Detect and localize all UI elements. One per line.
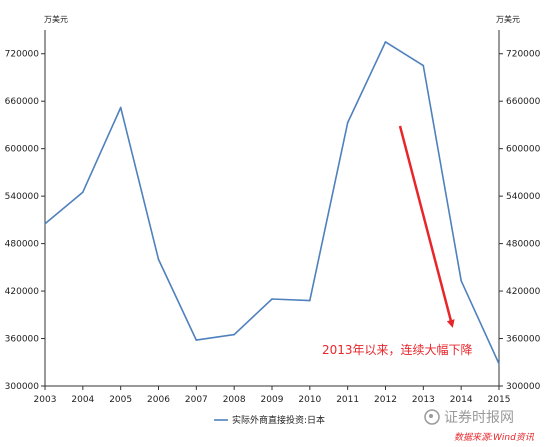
y-tick-label-right: 300000 — [506, 382, 541, 392]
data-point — [119, 106, 122, 109]
x-tick-label: 2010 — [298, 395, 321, 405]
x-tick-label: 2005 — [109, 395, 132, 405]
watermark-logo: 证券时报网 — [424, 409, 514, 426]
y-tick-label-right: 420000 — [506, 287, 541, 297]
y-tick-label-left: 480000 — [5, 240, 40, 250]
x-tick-label: 2014 — [450, 395, 473, 405]
y-tick-label-right: 540000 — [506, 192, 541, 202]
legend-label: 实际外商直接投资:日本 — [232, 414, 325, 426]
x-tick-label: 2013 — [412, 395, 435, 405]
data-point — [498, 363, 500, 365]
y-tick-label-left: 420000 — [5, 287, 40, 297]
x-tick-label: 2004 — [71, 395, 94, 405]
y-tick-label-right: 600000 — [506, 145, 541, 155]
x-ticks: 2003 2004 2005 2006 2007 2008 2009 2010 2011 2012… — [34, 386, 511, 405]
data-point — [271, 298, 273, 300]
x-tick-label: 2006 — [147, 395, 170, 405]
x-tick-label: 2012 — [374, 395, 397, 405]
data-point — [44, 223, 46, 225]
x-tick-label: 2008 — [223, 395, 246, 405]
watermark-text: 证券时报网 — [444, 410, 514, 426]
annotation-arrow — [398, 125, 455, 328]
y-tick-label-left: 720000 — [5, 50, 40, 60]
left-axis-unit: 万美元 — [44, 14, 68, 24]
x-tick-label: 2003 — [34, 395, 57, 405]
y-tick-label-left: 600000 — [5, 145, 40, 155]
y-tick-label-left: 360000 — [5, 335, 40, 345]
x-tick-label: 2015 — [488, 395, 511, 405]
y-tick-label-left: 660000 — [5, 97, 40, 107]
data-point — [460, 280, 463, 282]
x-tick-label: 2011 — [336, 395, 359, 405]
data-point — [233, 333, 235, 336]
series-group — [44, 41, 500, 365]
data-point — [82, 191, 84, 193]
y-tick-label-right: 660000 — [506, 97, 541, 107]
right-axis-unit: 万美元 — [496, 14, 520, 24]
watermark-icon — [424, 409, 440, 425]
annotation-text: 2013年以来，连续大幅下降 — [322, 342, 473, 357]
y-tick-label-right: 480000 — [506, 240, 541, 250]
data-point — [157, 258, 160, 261]
y-tick-label-left: 540000 — [5, 192, 40, 202]
y-tick-label-right: 360000 — [506, 335, 541, 345]
y-ticks: 300000 300000 360000 360000 420000 420000 4800… — [5, 50, 541, 392]
y-tick-label-right: 720000 — [506, 50, 541, 60]
series-line — [44, 41, 500, 365]
data-point — [422, 64, 425, 67]
data-point — [309, 299, 311, 302]
x-tick-label: 2009 — [261, 395, 284, 405]
y-tick-label-left: 300000 — [5, 382, 40, 392]
data-point — [195, 339, 198, 341]
x-tick-label: 2007 — [185, 395, 208, 405]
data-point — [346, 121, 349, 124]
data-point — [384, 41, 387, 43]
source-text: 数据来源:Wind资讯 — [454, 432, 535, 443]
